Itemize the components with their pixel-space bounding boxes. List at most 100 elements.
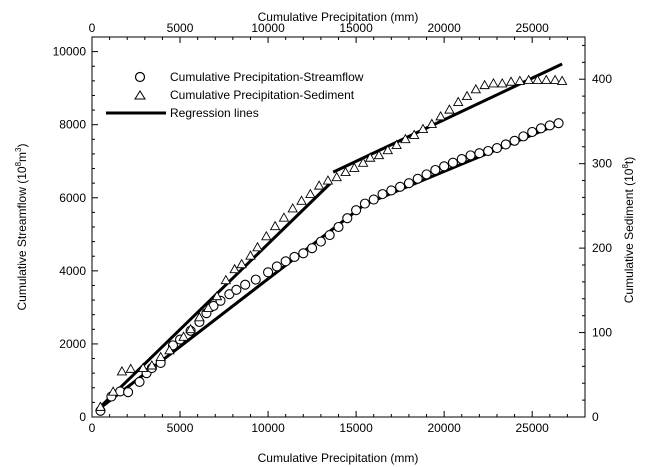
data-points	[95, 74, 568, 416]
x-tick-label-bottom: 25000	[515, 421, 549, 435]
sediment-point	[540, 74, 552, 85]
y-left-title-sup: 8	[14, 161, 23, 166]
streamflow-point	[465, 150, 476, 161]
sediment-point	[549, 74, 561, 85]
y-right-tick-label: 200	[592, 241, 612, 255]
sediment-point	[461, 90, 473, 101]
sediment-point	[435, 110, 446, 121]
regression-line	[332, 62, 563, 174]
streamflow-point	[134, 376, 145, 387]
sediment-point	[556, 75, 568, 85]
streamflow-point	[315, 236, 326, 247]
sediment-point	[444, 104, 455, 114]
streamflow-point	[483, 145, 494, 157]
sediment-point	[137, 362, 149, 372]
streamflow-point	[553, 118, 564, 129]
sediment-point	[125, 363, 137, 373]
sediment-point	[400, 133, 411, 144]
sediment-point	[155, 351, 166, 361]
streamflow-point	[527, 126, 538, 138]
tick-labels: 0050005000100001000015000150002000020000…	[53, 21, 613, 435]
sediment-point	[470, 83, 482, 94]
sediment-point	[95, 401, 106, 411]
sediment-point	[479, 79, 490, 90]
y-left-title-main: Cumulative Streamflow (10	[15, 166, 29, 310]
x-tick-label-bottom: 0	[89, 421, 96, 435]
streamflow-point	[298, 248, 309, 259]
sediment-point	[261, 230, 272, 241]
x-tick-label-bottom: 15000	[339, 421, 373, 435]
streamflow-point	[421, 169, 432, 180]
x-tick-label-top: 10000	[251, 21, 285, 35]
y-left-title-unit: m	[15, 152, 29, 162]
sediment-point	[146, 360, 158, 370]
y-left-title-close: )	[15, 144, 29, 148]
streamflow-point	[324, 229, 335, 241]
sediment-point	[373, 149, 385, 160]
sediment-point	[349, 162, 360, 172]
sediment-point	[211, 290, 223, 301]
legend: Cumulative Precipitation-Streamflow Cumu…	[106, 70, 364, 120]
streamflow-point	[123, 387, 134, 398]
x-tick-label-top: 0	[89, 21, 96, 35]
streamflow-point	[289, 251, 300, 263]
streamflow-point	[412, 173, 423, 184]
sediment-point	[364, 152, 376, 162]
streamflow-point	[271, 261, 282, 272]
streamflow-point	[544, 120, 555, 131]
sediment-point	[287, 203, 298, 213]
sediment-point	[116, 365, 128, 376]
streamflow-point	[351, 205, 362, 216]
sediment-point	[313, 180, 325, 190]
y-left-tick-label: 8000	[59, 118, 86, 132]
sediment-point	[340, 166, 351, 177]
sediment-point	[496, 78, 508, 88]
sediment-point	[426, 118, 438, 128]
y-left-title-unit-sup: 3	[14, 147, 23, 152]
streamflow-point	[500, 139, 511, 150]
sediment-point	[417, 123, 429, 133]
x-tick-label-bottom: 10000	[251, 421, 285, 435]
y-axis-title-left: Cumulative Streamflow (108m3)	[14, 144, 29, 311]
x-tick-label-top: 20000	[427, 21, 461, 35]
y-right-title-close: t)	[622, 157, 636, 164]
sediment-point	[252, 241, 263, 252]
sediment-point	[220, 274, 232, 285]
streamflow-point	[231, 284, 242, 295]
y-left-tick-label: 0	[79, 410, 86, 424]
streamflow-point	[456, 153, 467, 165]
sediment-point	[322, 175, 334, 185]
streamflow-point	[509, 135, 520, 146]
ticks	[91, 37, 585, 418]
streamflow-point	[447, 157, 458, 168]
sediment-point	[107, 386, 119, 396]
streamflow-point	[307, 243, 318, 254]
sediment-point	[357, 157, 369, 167]
streamflow-point	[439, 161, 450, 172]
streamflow-point	[395, 181, 406, 192]
streamflow-point	[430, 164, 441, 176]
sediment-point	[305, 188, 316, 199]
y-right-title-sup: 8	[621, 164, 630, 169]
legend-label-streamflow: Cumulative Precipitation-Streamflow	[170, 70, 364, 84]
y-left-tick-label: 10000	[53, 45, 87, 59]
streamflow-point	[386, 185, 397, 196]
y-right-tick-label: 400	[592, 72, 612, 86]
x-tick-label-top: 5000	[167, 21, 194, 35]
sediment-point	[245, 250, 256, 260]
y-axis-title-right: Cumulative Sediment (108t)	[621, 157, 636, 304]
streamflow-point	[377, 189, 388, 200]
sediment-point	[408, 129, 420, 139]
x-axis-title-top: Cumulative Precipitation (mm)	[258, 10, 419, 24]
streamflow-point	[250, 274, 261, 285]
y-left-tick-label: 2000	[59, 337, 86, 351]
sediment-point	[202, 302, 214, 313]
y-left-tick-label: 4000	[59, 264, 86, 278]
streamflow-point	[240, 279, 251, 290]
sediment-point	[391, 139, 402, 150]
streamflow-point	[491, 143, 503, 154]
sediment-point	[164, 344, 175, 355]
sediment-point	[532, 74, 543, 85]
legend-triangle-marker	[134, 90, 146, 100]
